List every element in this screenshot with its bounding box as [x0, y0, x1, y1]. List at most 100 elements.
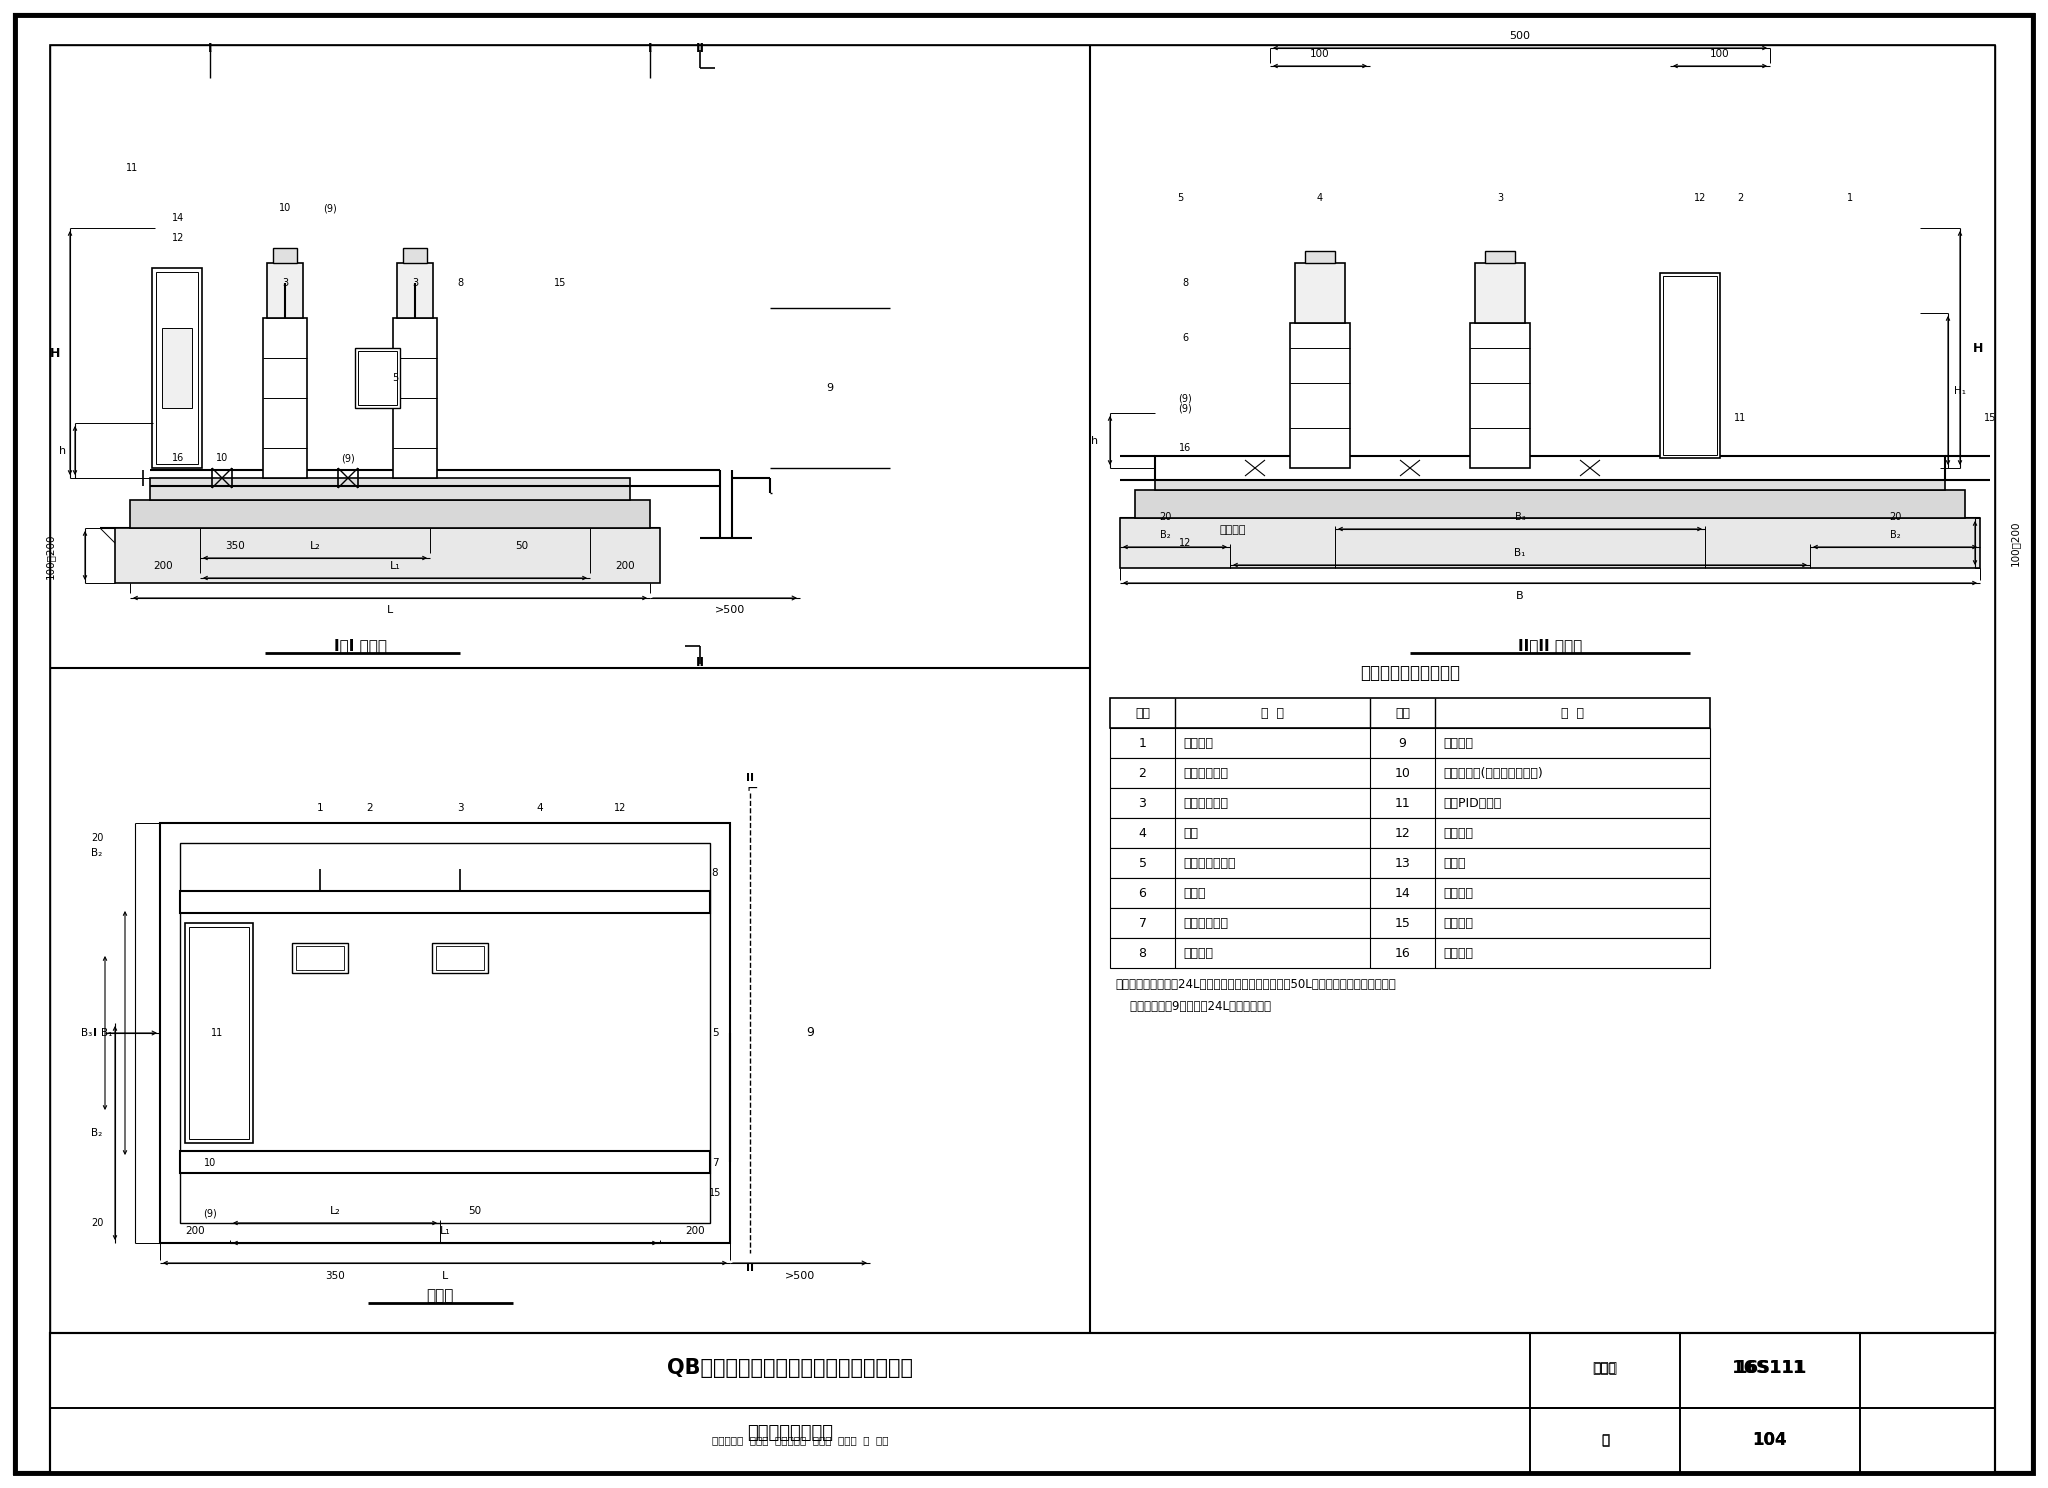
Bar — [1110, 757, 1710, 789]
Bar — [184, 923, 254, 1143]
Text: 200: 200 — [686, 1226, 705, 1237]
Text: L: L — [387, 606, 393, 615]
Text: 9: 9 — [827, 382, 834, 393]
Bar — [262, 318, 307, 478]
Bar — [354, 348, 399, 408]
Bar — [162, 327, 193, 408]
Ellipse shape — [1112, 455, 1124, 481]
Polygon shape — [449, 891, 471, 909]
Text: 200: 200 — [184, 1226, 205, 1237]
Text: L₂: L₂ — [330, 1205, 340, 1216]
Text: 3: 3 — [457, 804, 463, 812]
Bar — [49, 45, 1995, 1333]
Text: 500: 500 — [1509, 31, 1530, 42]
Text: 4: 4 — [1139, 826, 1147, 839]
Text: II: II — [745, 1263, 754, 1274]
Text: 11: 11 — [211, 1028, 223, 1039]
Text: 14: 14 — [1395, 887, 1411, 900]
Text: 11: 11 — [1395, 796, 1411, 809]
Text: 100: 100 — [1710, 49, 1731, 60]
Text: II: II — [696, 42, 705, 55]
Circle shape — [442, 1015, 477, 1051]
Text: 12: 12 — [614, 804, 627, 812]
Text: I: I — [92, 1028, 96, 1039]
Text: 6: 6 — [1139, 887, 1147, 900]
Text: 3: 3 — [1497, 193, 1503, 202]
Text: 设备部件及安装名称表: 设备部件及安装名称表 — [1360, 664, 1460, 682]
Text: 20: 20 — [90, 1219, 102, 1228]
Text: 气压水罐: 气压水罐 — [1444, 737, 1473, 750]
Bar — [156, 272, 199, 464]
Text: 11: 11 — [125, 164, 137, 173]
Polygon shape — [446, 1152, 473, 1173]
Circle shape — [1245, 458, 1266, 478]
Bar — [49, 1333, 1995, 1473]
Text: 2: 2 — [1737, 193, 1743, 202]
Circle shape — [729, 952, 891, 1113]
Text: 8: 8 — [1182, 278, 1188, 289]
Text: I: I — [647, 42, 651, 55]
Bar — [1155, 455, 1946, 481]
Text: 5: 5 — [713, 1028, 719, 1039]
Bar — [1110, 698, 1710, 728]
Text: B₂: B₂ — [92, 848, 102, 859]
Text: QB系列全变频恒压供水设备外形及安装图: QB系列全变频恒压供水设备外形及安装图 — [668, 1359, 913, 1378]
Bar — [266, 263, 303, 318]
Bar — [397, 263, 432, 318]
Bar — [188, 927, 250, 1138]
Text: B₂: B₂ — [92, 1128, 102, 1138]
Bar — [436, 946, 483, 970]
Text: 8: 8 — [457, 278, 463, 289]
Text: 10: 10 — [1395, 766, 1411, 780]
Bar — [49, 45, 1995, 1333]
Bar — [150, 478, 631, 500]
Text: H: H — [1972, 342, 1982, 354]
Circle shape — [453, 1025, 469, 1042]
Text: 吸水总管: 吸水总管 — [1184, 737, 1212, 750]
Circle shape — [285, 998, 354, 1068]
Bar — [1290, 323, 1350, 469]
Text: 10: 10 — [279, 202, 291, 213]
Bar — [1110, 848, 1710, 878]
Bar — [1305, 251, 1335, 263]
Text: 12: 12 — [172, 234, 184, 243]
Text: 图集号: 图集号 — [1593, 1362, 1616, 1375]
Text: 膨胀螺栓: 膨胀螺栓 — [1444, 887, 1473, 900]
Text: 页: 页 — [1602, 1433, 1610, 1446]
Bar — [297, 946, 344, 970]
Text: 图中括号内的9为容积＜24L的气压水罐。: 图中括号内的9为容积＜24L的气压水罐。 — [1114, 1000, 1272, 1013]
Bar — [1661, 272, 1720, 458]
Text: 20: 20 — [1159, 512, 1171, 522]
Text: 104: 104 — [1753, 1431, 1788, 1449]
Circle shape — [412, 985, 508, 1080]
Text: L₁: L₁ — [440, 1226, 451, 1237]
Text: L: L — [442, 1271, 449, 1281]
Text: 3: 3 — [412, 278, 418, 289]
Text: 3: 3 — [1139, 796, 1147, 809]
Text: (9): (9) — [342, 452, 354, 463]
Text: 16S111: 16S111 — [1735, 1359, 1804, 1376]
Circle shape — [1493, 231, 1507, 246]
Text: 1: 1 — [1139, 737, 1147, 750]
Text: （一用一备泵组）: （一用一备泵组） — [748, 1424, 834, 1442]
Text: 2: 2 — [367, 804, 373, 812]
Text: B₁: B₁ — [1513, 548, 1526, 558]
Text: B₃: B₃ — [82, 1028, 92, 1039]
Text: 200: 200 — [154, 561, 172, 571]
Text: 止回阀: 止回阀 — [1184, 887, 1206, 900]
Text: 50: 50 — [469, 1205, 481, 1216]
Text: 立式多级水泵: 立式多级水泵 — [1184, 796, 1229, 809]
Bar — [1663, 275, 1716, 455]
Circle shape — [279, 234, 291, 246]
Bar — [1110, 789, 1710, 818]
Bar — [272, 248, 297, 263]
Bar — [393, 318, 436, 478]
Text: 15: 15 — [709, 1187, 721, 1198]
Text: >500: >500 — [715, 606, 745, 615]
Circle shape — [1579, 458, 1599, 478]
Text: 注：气压水罐容积＜24L时在设备出水总管上安装，＞50L时在设备泵组外独立安装。: 注：气压水罐容积＜24L时在设备出水总管上安装，＞50L时在设备泵组外独立安装。 — [1114, 978, 1397, 991]
Text: 20: 20 — [1888, 512, 1901, 522]
Text: 7: 7 — [713, 1158, 719, 1168]
Text: 13: 13 — [1395, 857, 1411, 869]
Bar — [1110, 878, 1710, 908]
